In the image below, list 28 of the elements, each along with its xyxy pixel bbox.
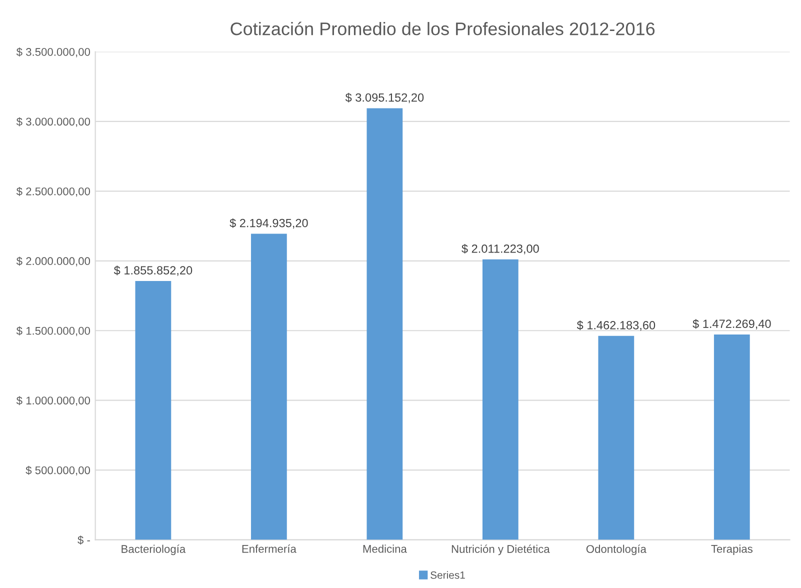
y-tick-label: $ 1.500.000,00 [16,326,90,336]
x-tick-label: Terapias [711,544,753,556]
y-tick-label: $ - [78,536,90,545]
y-tick-label: $ 3.000.000,00 [16,117,90,127]
bar [250,234,287,540]
y-tick-label: $ 2.500.000,00 [16,186,90,197]
bar [135,281,172,540]
bar [714,334,750,540]
x-tick-label: Medicina [363,544,407,553]
data-label: $ 2.194.935,20 [230,218,308,229]
y-tick-label: $ 3.500.000,00 [16,48,90,58]
x-tick-label: Nutrición y Dietética [452,544,550,556]
data-label: $ 1.472.269,40 [692,319,771,330]
chart-title: Cotización Promedio de los Profesionales 2012-2016 [230,22,655,36]
data-label: $ 3.095.152,20 [345,92,424,104]
bar [482,259,518,540]
data-label: $ 1.462.183,60 [576,320,656,331]
legend-label: Series1 [430,571,465,579]
y-tick-label: $ 500.000,00 [26,466,90,476]
data-label: $ 2.011.223,00 [462,244,539,254]
y-tick-label: $ 2.000.000,00 [16,256,90,266]
data-label: $ 1.855.852,20 [114,266,192,276]
y-tick-label: $ 1.000.000,00 [16,396,90,406]
x-tick-label: Enfermería [242,544,296,553]
bar [598,336,634,540]
x-tick-label: Bacteriología [122,544,186,556]
x-tick-label: Odontología [586,544,646,556]
bar [366,108,403,540]
